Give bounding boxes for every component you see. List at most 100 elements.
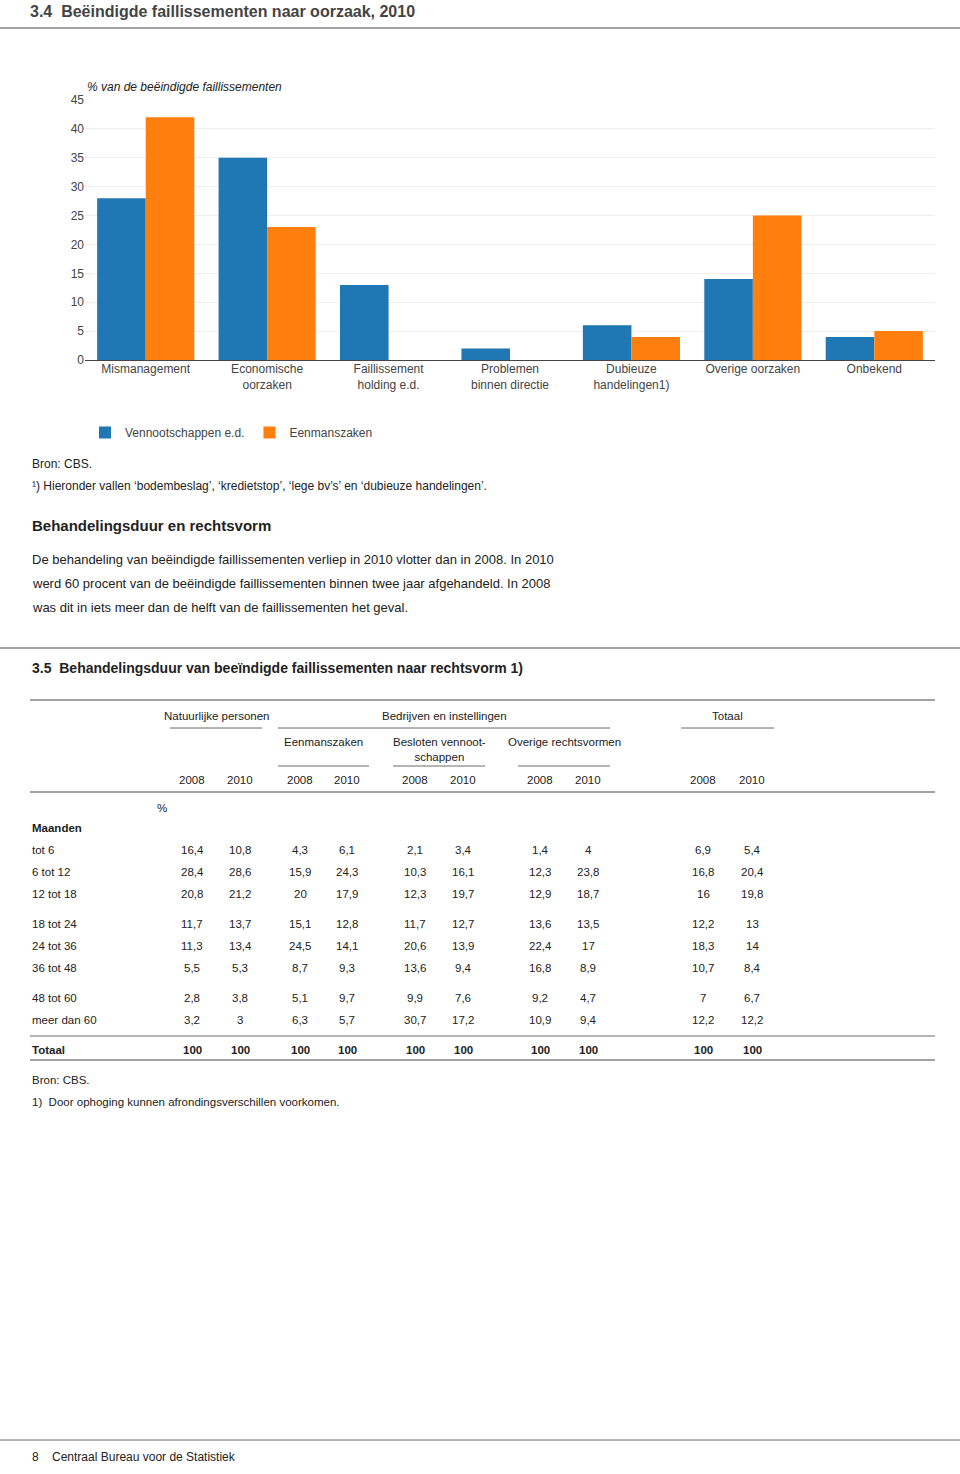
svg-text:15: 15 xyxy=(71,267,85,281)
svg-text:11,7: 11,7 xyxy=(181,918,203,930)
svg-text:17: 17 xyxy=(582,940,595,952)
svg-text:Eenmanszaken: Eenmanszaken xyxy=(284,736,363,748)
svg-text:6 tot 12: 6 tot 12 xyxy=(32,866,70,878)
svg-text:Behandelingsduur en rechtsvorm: Behandelingsduur en rechtsvorm xyxy=(32,517,271,534)
svg-text:9,4: 9,4 xyxy=(455,962,472,974)
svg-text:5,1: 5,1 xyxy=(292,992,308,1004)
svg-text:Besloten vennoot-schappen: Besloten vennoot-schappen xyxy=(393,736,486,763)
svg-text:13,7: 13,7 xyxy=(229,918,251,930)
svg-text:15,9: 15,9 xyxy=(289,866,311,878)
svg-text:was dit in iets meer dan de he: was dit in iets meer dan de helft van de… xyxy=(32,600,408,615)
svg-text:16,1: 16,1 xyxy=(452,866,474,878)
svg-text:100: 100 xyxy=(454,1044,473,1056)
svg-text:4,7: 4,7 xyxy=(580,992,596,1004)
svg-text:20: 20 xyxy=(294,888,307,900)
svg-text:Bron: CBS.: Bron: CBS. xyxy=(32,457,92,471)
svg-text:3,8: 3,8 xyxy=(232,992,248,1004)
svg-text:100: 100 xyxy=(579,1044,598,1056)
svg-text:Eenmanszaken: Eenmanszaken xyxy=(289,426,372,440)
svg-text:19,7: 19,7 xyxy=(452,888,474,900)
svg-text:7,6: 7,6 xyxy=(455,992,471,1004)
svg-text:2008: 2008 xyxy=(179,774,205,786)
svg-text:100: 100 xyxy=(743,1044,762,1056)
svg-text:3: 3 xyxy=(237,1014,243,1026)
svg-text:1) Door ophoging kunnen afron: 1) Door ophoging kunnen afrondingsversch… xyxy=(32,1096,340,1108)
svg-text:% van de beëindigde faillissem: % van de beëindigde faillissementen xyxy=(87,80,282,94)
svg-text:100: 100 xyxy=(531,1044,550,1056)
svg-text:De behandeling van beëindigde: De behandeling van beëindigde faillissem… xyxy=(32,552,554,567)
svg-text:9,4: 9,4 xyxy=(580,1014,597,1026)
svg-text:14: 14 xyxy=(746,940,759,952)
svg-text:Overige rechtsvormen: Overige rechtsvormen xyxy=(508,736,621,748)
svg-text:2008: 2008 xyxy=(287,774,313,786)
svg-text:20,8: 20,8 xyxy=(181,888,203,900)
svg-text:2008: 2008 xyxy=(402,774,428,786)
svg-text:8,4: 8,4 xyxy=(744,962,761,974)
svg-text:1,4: 1,4 xyxy=(532,844,549,856)
svg-text:12,3: 12,3 xyxy=(529,866,551,878)
svg-text:2008: 2008 xyxy=(527,774,553,786)
svg-text:13,6: 13,6 xyxy=(404,962,426,974)
svg-text:35: 35 xyxy=(71,151,85,165)
svg-text:16,8: 16,8 xyxy=(692,866,714,878)
svg-text:Mismanagement: Mismanagement xyxy=(101,362,190,376)
svg-text:40: 40 xyxy=(71,122,85,136)
svg-text:5,7: 5,7 xyxy=(339,1014,355,1026)
svg-text:21,2: 21,2 xyxy=(229,888,251,900)
svg-text:Vennootschappen e.d.: Vennootschappen e.d. xyxy=(125,426,244,440)
svg-text:Faillissementholding e.d.: Faillissementholding e.d. xyxy=(354,362,425,392)
svg-text:3.5 Behandelingsduur van beeï: 3.5 Behandelingsduur van beeïndigde fail… xyxy=(32,660,523,676)
svg-text:11,7: 11,7 xyxy=(404,918,426,930)
svg-text:0: 0 xyxy=(77,353,84,367)
svg-text:Problemenbinnen directie: Problemenbinnen directie xyxy=(471,362,549,392)
svg-text:13: 13 xyxy=(746,918,759,930)
svg-text:30,7: 30,7 xyxy=(404,1014,426,1026)
svg-text:17,2: 17,2 xyxy=(452,1014,474,1026)
svg-text:¹) Hieronder vallen ‘bodembesl: ¹) Hieronder vallen ‘bodembeslag’, ‘kred… xyxy=(32,479,487,493)
svg-text:7: 7 xyxy=(700,992,706,1004)
svg-text:Onbekend: Onbekend xyxy=(847,362,902,376)
svg-text:22,4: 22,4 xyxy=(529,940,552,952)
svg-text:10,7: 10,7 xyxy=(692,962,714,974)
svg-text:13,5: 13,5 xyxy=(577,918,599,930)
svg-text:meer dan 60: meer dan 60 xyxy=(32,1014,97,1026)
svg-text:100: 100 xyxy=(291,1044,310,1056)
svg-text:9,2: 9,2 xyxy=(532,992,548,1004)
svg-text:20: 20 xyxy=(71,238,85,252)
svg-text:4: 4 xyxy=(585,844,592,856)
svg-text:Totaal: Totaal xyxy=(32,1044,65,1056)
svg-text:6,1: 6,1 xyxy=(339,844,355,856)
svg-text:2010: 2010 xyxy=(739,774,765,786)
svg-text:2010: 2010 xyxy=(227,774,253,786)
svg-text:6,9: 6,9 xyxy=(695,844,711,856)
svg-text:5,5: 5,5 xyxy=(184,962,200,974)
svg-text:45: 45 xyxy=(71,93,85,107)
svg-text:10,9: 10,9 xyxy=(529,1014,551,1026)
svg-text:14,1: 14,1 xyxy=(336,940,358,952)
svg-text:2,1: 2,1 xyxy=(407,844,423,856)
svg-text:2008: 2008 xyxy=(690,774,716,786)
svg-text:20,6: 20,6 xyxy=(404,940,426,952)
svg-text:10: 10 xyxy=(71,295,85,309)
svg-text:12,9: 12,9 xyxy=(529,888,551,900)
svg-text:12 tot 18: 12 tot 18 xyxy=(32,888,77,900)
svg-text:8 Centraal Bureau voor de S: 8 Centraal Bureau voor de Statistiek xyxy=(32,1450,236,1464)
svg-text:15,1: 15,1 xyxy=(289,918,311,930)
svg-text:100: 100 xyxy=(406,1044,425,1056)
svg-text:12,8: 12,8 xyxy=(336,918,358,930)
svg-text:9,9: 9,9 xyxy=(407,992,423,1004)
svg-text:Dubieuzehandelingen1): Dubieuzehandelingen1) xyxy=(593,362,669,392)
svg-text:100: 100 xyxy=(183,1044,202,1056)
svg-text:25: 25 xyxy=(71,209,85,223)
svg-text:12,2: 12,2 xyxy=(692,918,714,930)
svg-text:Overige oorzaken: Overige oorzaken xyxy=(706,362,801,376)
svg-text:3,2: 3,2 xyxy=(184,1014,200,1026)
svg-text:2010: 2010 xyxy=(334,774,360,786)
svg-text:2010: 2010 xyxy=(575,774,601,786)
svg-text:9,7: 9,7 xyxy=(339,992,355,1004)
svg-text:Maanden: Maanden xyxy=(32,822,82,834)
svg-text:Totaal: Totaal xyxy=(712,710,743,722)
svg-text:17,9: 17,9 xyxy=(336,888,358,900)
svg-text:8,9: 8,9 xyxy=(580,962,596,974)
svg-text:28,4: 28,4 xyxy=(181,866,204,878)
